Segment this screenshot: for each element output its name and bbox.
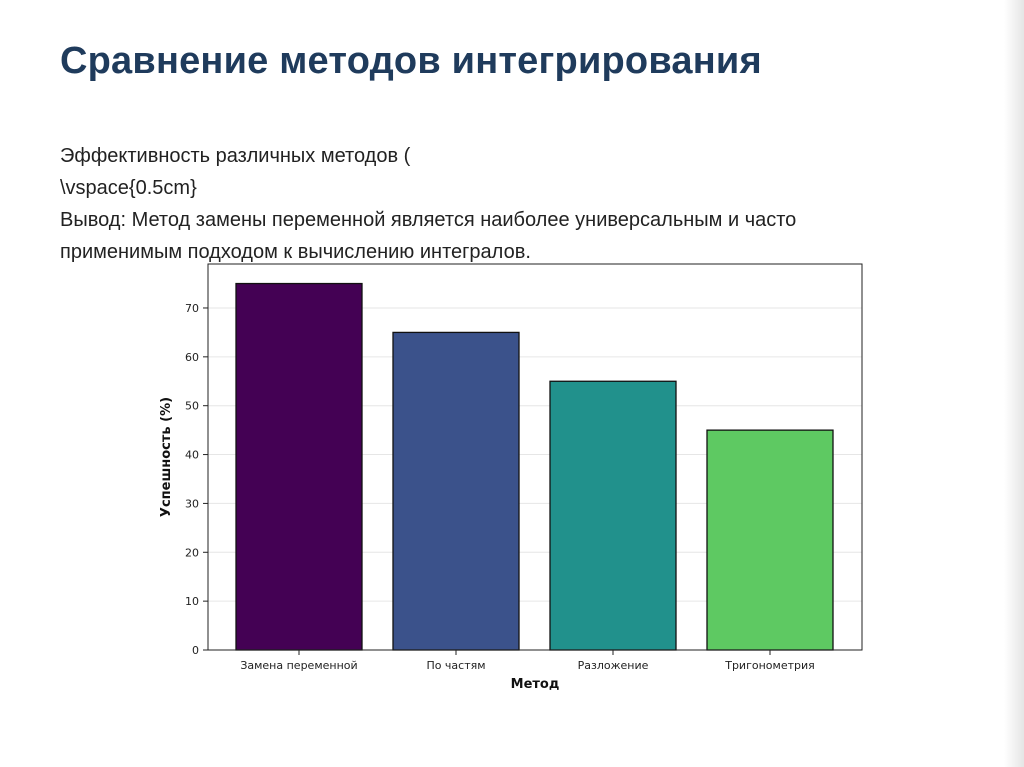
slide-edge-shadow xyxy=(1004,0,1024,767)
body-line-1: Эффективность различных методов ( xyxy=(60,145,411,167)
y-axis-title: Успешность (%) xyxy=(159,397,174,517)
bars xyxy=(235,282,834,651)
y-tick-label: 40 xyxy=(185,449,199,462)
y-tick-label: 60 xyxy=(185,351,199,364)
x-tick-label: По частям xyxy=(426,659,485,672)
y-tick-label: 70 xyxy=(185,302,199,315)
x-tick-label: Разложение xyxy=(578,659,649,672)
body-line-4: применимым подходом к вычислению интегра… xyxy=(60,241,531,263)
x-tick-label: Тригонометрия xyxy=(724,659,815,672)
bar-4 xyxy=(706,429,834,651)
y-tick-label: 50 xyxy=(185,400,199,413)
bar-1 xyxy=(235,282,363,651)
y-tick-label: 30 xyxy=(185,497,199,510)
bar-3 xyxy=(549,380,677,651)
y-tick-label: 0 xyxy=(192,644,199,657)
x-tick-label: Замена переменной xyxy=(240,659,357,672)
body-line-3: Вывод: Метод замены переменной является … xyxy=(60,209,797,231)
body-line-2: \vspace{0.5cm} xyxy=(60,177,197,199)
y-axis-ticks: 0 10 20 30 40 50 60 70 xyxy=(185,302,208,657)
plot-background xyxy=(208,264,862,650)
slide-title: Сравнение методов интегрирования xyxy=(60,40,762,82)
y-tick-label: 20 xyxy=(185,546,199,559)
bar-2 xyxy=(392,331,520,651)
y-tick-label: 10 xyxy=(185,595,199,608)
x-axis-ticks: Замена переменной По частям Разложение Триг… xyxy=(240,650,815,672)
slide-body: Эффективность различных методов ( \vspac… xyxy=(60,140,960,268)
plot-frame xyxy=(207,263,863,651)
grid-lines xyxy=(208,307,862,602)
x-axis-title: Метод xyxy=(511,677,560,692)
